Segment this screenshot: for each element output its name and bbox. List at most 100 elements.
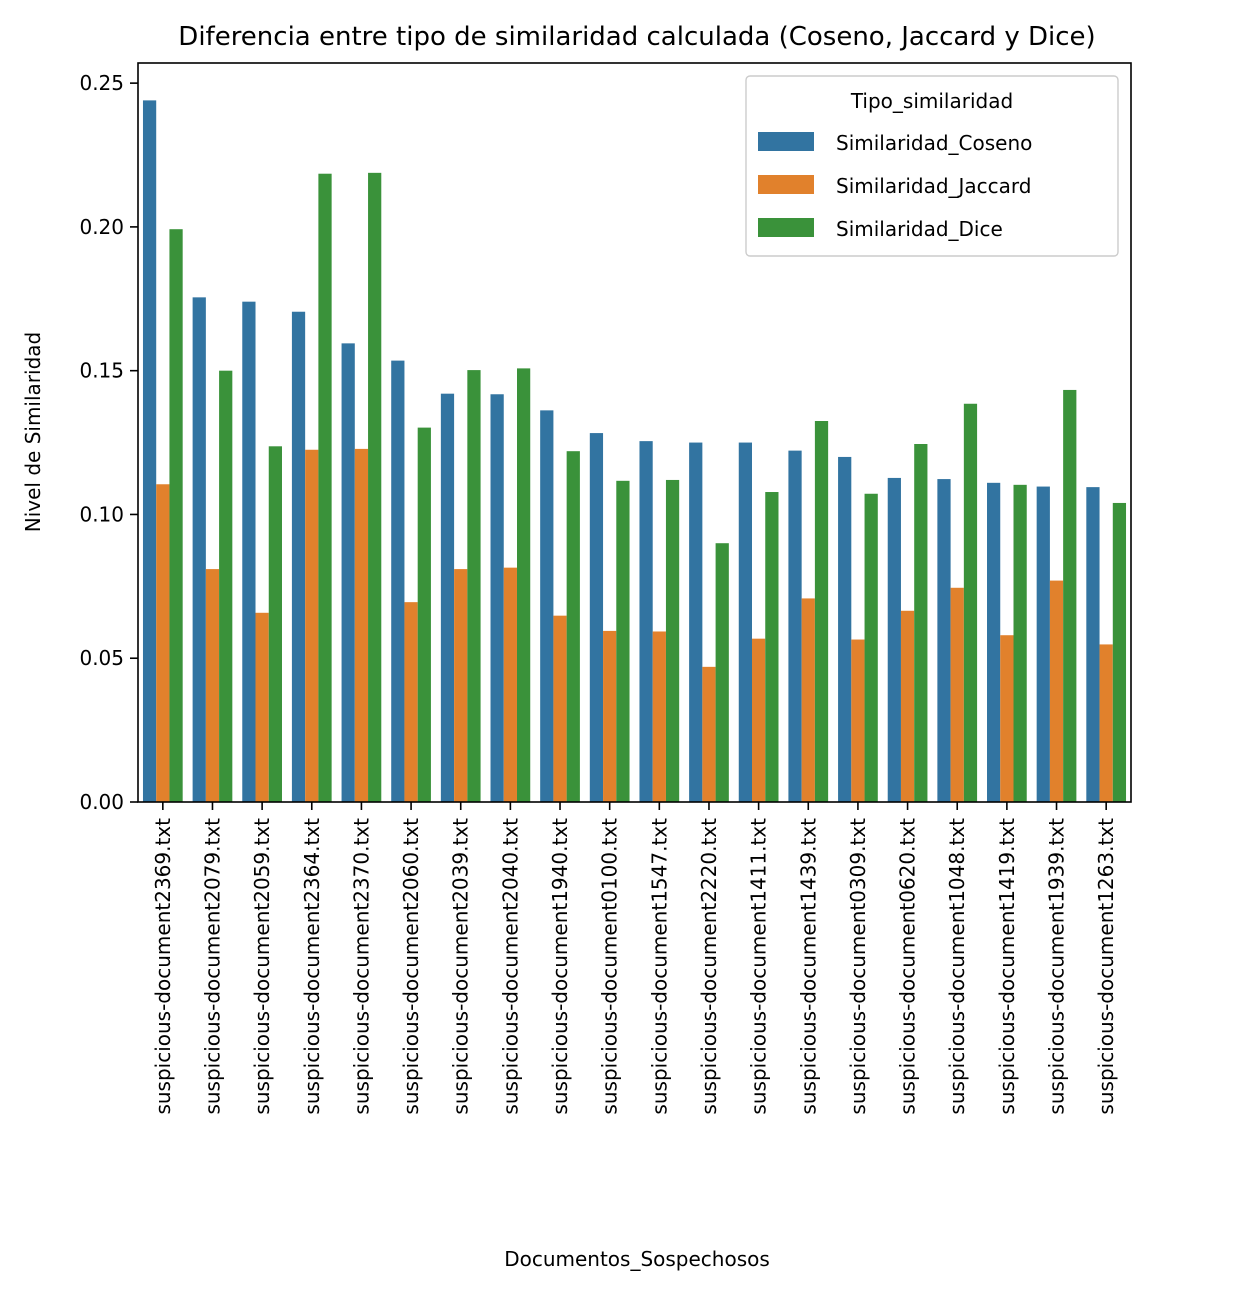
bar-similaridad-dice-1 xyxy=(169,229,183,802)
legend-swatch-similaridad-jaccard xyxy=(758,175,814,194)
bar-similaridad-coseno-18 xyxy=(987,482,1001,802)
y-tick-label: 0.00 xyxy=(79,790,124,814)
x-tick-label: suspicious-document1419.txt xyxy=(995,818,1019,1115)
legend: Tipo_similaridad Similaridad_Coseno Simila… xyxy=(745,75,1119,257)
bar-similaridad-dice-16 xyxy=(914,444,928,802)
bar-similaridad-dice-7 xyxy=(467,370,481,802)
legend-entry-similaridad-dice: Similaridad_Dice xyxy=(836,217,1003,241)
legend-entry-similaridad-coseno: Similaridad_Coseno xyxy=(836,131,1032,155)
bar-similaridad-dice-15 xyxy=(864,493,878,802)
bar-similaridad-jaccard-9 xyxy=(553,615,567,802)
bar-similaridad-jaccard-17 xyxy=(950,587,964,802)
bar-similaridad-jaccard-13 xyxy=(752,638,766,802)
bar-similaridad-coseno-16 xyxy=(887,477,901,802)
bar-similaridad-jaccard-7 xyxy=(454,569,468,802)
y-tick-label: 0.15 xyxy=(79,359,124,383)
x-tick-label: suspicious-document1939.txt xyxy=(1045,818,1069,1115)
bar-similaridad-jaccard-12 xyxy=(702,666,716,802)
y-tick-label: 0.25 xyxy=(79,71,124,95)
bar-similaridad-coseno-13 xyxy=(738,442,752,802)
x-tick-label: suspicious-document1263.txt xyxy=(1094,818,1118,1115)
bar-similaridad-jaccard-20 xyxy=(1099,644,1113,802)
x-tick-label: suspicious-document2369.txt xyxy=(151,818,175,1115)
bar-similaridad-coseno-11 xyxy=(639,441,653,802)
bar-similaridad-dice-3 xyxy=(268,446,282,802)
x-tick-label: suspicious-document2220.txt xyxy=(697,818,721,1115)
bar-similaridad-dice-10 xyxy=(616,480,630,802)
x-tick-label: suspicious-document0620.txt xyxy=(896,818,920,1115)
x-tick-label: suspicious-document2060.txt xyxy=(399,818,423,1115)
bar-similaridad-dice-17 xyxy=(963,403,978,802)
bar-similaridad-coseno-2 xyxy=(192,297,206,802)
bar-similaridad-jaccard-11 xyxy=(652,631,666,802)
bar-similaridad-jaccard-4 xyxy=(305,449,319,802)
bar-similaridad-coseno-6 xyxy=(391,360,405,802)
x-tick-label: suspicious-document1048.txt xyxy=(945,818,969,1115)
x-tick-label: suspicious-document2370.txt xyxy=(349,818,373,1115)
bar-similaridad-coseno-9 xyxy=(540,410,554,802)
plot-area: 0.00 0.05 0.10 0.15 0.20 0.25 suspicious-docum… xyxy=(79,62,1132,1115)
bar-similaridad-coseno-4 xyxy=(291,311,306,802)
bar-similaridad-jaccard-3 xyxy=(255,612,269,802)
x-tick-label: suspicious-document1547.txt xyxy=(647,818,671,1115)
y-tick-label: 0.10 xyxy=(79,502,124,526)
x-tick-label: suspicious-document0309.txt xyxy=(846,818,870,1115)
x-tick-label: suspicious-document2040.txt xyxy=(498,818,522,1115)
bar-similaridad-coseno-8 xyxy=(490,394,504,802)
bar-similaridad-jaccard-1 xyxy=(156,484,170,802)
bar-similaridad-jaccard-2 xyxy=(205,569,220,802)
bar-similaridad-dice-20 xyxy=(1112,502,1127,802)
bar-similaridad-coseno-1 xyxy=(142,100,157,802)
bar-similaridad-dice-6 xyxy=(417,427,431,802)
bar-similaridad-dice-2 xyxy=(219,370,233,802)
bar-similaridad-dice-9 xyxy=(566,451,580,802)
bar-similaridad-jaccard-15 xyxy=(851,639,865,802)
bar-similaridad-coseno-12 xyxy=(689,442,703,802)
x-tick-label: suspicious-document2079.txt xyxy=(200,818,224,1115)
bar-similaridad-dice-14 xyxy=(814,421,829,802)
x-tick-label: suspicious-document1411.txt xyxy=(747,818,771,1115)
bar-similaridad-coseno-20 xyxy=(1086,487,1100,802)
bar-similaridad-dice-4 xyxy=(318,173,332,802)
bar-similaridad-jaccard-16 xyxy=(900,610,915,802)
bar-similaridad-jaccard-8 xyxy=(503,567,517,802)
bar-similaridad-jaccard-19 xyxy=(1049,580,1064,802)
bar-similaridad-coseno-10 xyxy=(589,433,604,802)
chart-title: Diferencia entre tipo de similaridad cal… xyxy=(178,22,1095,52)
y-tick-label: 0.05 xyxy=(79,646,124,670)
bar-similaridad-coseno-19 xyxy=(1036,486,1050,802)
bar-similaridad-dice-12 xyxy=(715,543,729,802)
bar-similaridad-coseno-14 xyxy=(788,450,802,802)
legend-swatch-similaridad-dice xyxy=(758,218,814,237)
y-axis-label: Nivel de Similaridad xyxy=(21,332,45,532)
bar-similaridad-dice-13 xyxy=(765,492,779,802)
bar-similaridad-dice-18 xyxy=(1013,484,1027,802)
bar-similaridad-coseno-7 xyxy=(440,393,455,802)
x-tick-label: suspicious-document2059.txt xyxy=(250,818,274,1115)
plot-frame xyxy=(137,62,1132,803)
bar-similaridad-dice-19 xyxy=(1063,389,1077,802)
x-tick-label: suspicious-document2039.txt xyxy=(449,818,473,1115)
bar-similaridad-dice-8 xyxy=(517,368,531,802)
x-tick-label: suspicious-document2364.txt xyxy=(300,818,324,1115)
x-tick-label: suspicious-document0100.txt xyxy=(598,818,622,1115)
bar-similaridad-jaccard-5 xyxy=(354,448,369,802)
bar-similaridad-jaccard-14 xyxy=(801,598,815,802)
bar-similaridad-coseno-15 xyxy=(838,456,852,802)
bar-similaridad-coseno-5 xyxy=(341,343,355,802)
bar-similaridad-jaccard-18 xyxy=(1000,635,1014,802)
legend-box xyxy=(745,75,1119,257)
bar-similaridad-jaccard-6 xyxy=(404,602,418,802)
bar-similaridad-jaccard-10 xyxy=(603,630,617,802)
bar-similaridad-dice-11 xyxy=(665,479,680,802)
bar-similaridad-dice-5 xyxy=(368,172,382,803)
legend-swatch-similaridad-coseno xyxy=(758,132,814,151)
x-tick-label: suspicious-document1439.txt xyxy=(796,818,820,1115)
x-tick-label: suspicious-document1940.txt xyxy=(548,818,572,1115)
y-tick-label: 0.20 xyxy=(79,215,124,239)
legend-entry-similaridad-jaccard: Similaridad_Jaccard xyxy=(836,174,1032,198)
legend-title: Tipo_similaridad xyxy=(850,89,1013,113)
x-axis-label: Documentos_Sospechosos xyxy=(504,1247,770,1271)
